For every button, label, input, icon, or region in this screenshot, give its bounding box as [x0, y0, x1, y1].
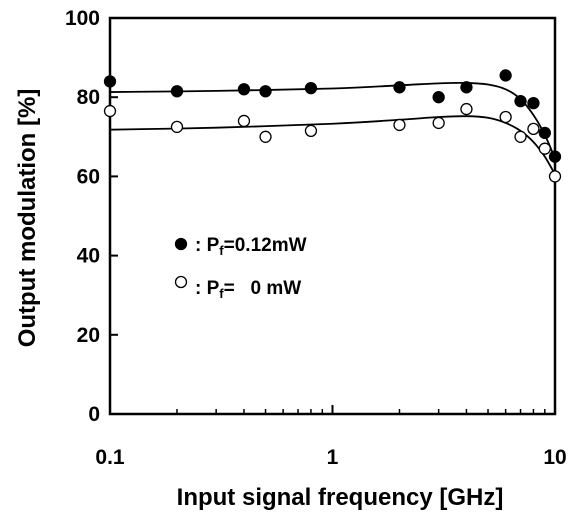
legend-item-2: : Pf= 0 mW [174, 275, 301, 301]
data-point-open [460, 102, 473, 116]
y-tick-label: 20 [77, 324, 100, 347]
plot-frame [108, 16, 557, 416]
data-point-filled [548, 150, 562, 163]
x-axis: 0.1 1 10 [95, 405, 567, 469]
legend-item-1: : Pf=0.12mW [174, 235, 307, 258]
data-point-filled [259, 85, 272, 98]
data-point-open [538, 142, 551, 155]
x-tick-label: 1 [327, 446, 339, 469]
legend-marker-filled [174, 237, 188, 251]
data-point-filled [103, 75, 117, 88]
data-point-filled [170, 85, 184, 98]
y-axis: 0 20 40 60 80 100 [65, 7, 118, 426]
y-tick-label: 60 [77, 165, 100, 188]
data-point-filled [237, 83, 251, 96]
data-point-open [393, 118, 406, 132]
data-point-filled [538, 126, 551, 139]
legend-marker-open [174, 275, 188, 289]
y-tick-label: 40 [77, 245, 100, 268]
data-point-open [237, 114, 251, 128]
x-tick-label: 0.1 [95, 446, 125, 469]
data-point-filled [304, 81, 318, 95]
y-tick-label: 100 [65, 7, 100, 30]
y-tick-label: 80 [77, 86, 100, 109]
data-point-open [432, 116, 445, 130]
y-axis-title: Output modulation [%] [14, 89, 41, 348]
data-point-filled [432, 91, 445, 104]
data-point-filled [460, 81, 473, 94]
data-point-open [170, 120, 184, 134]
data-markers [103, 69, 562, 183]
data-point-open [259, 130, 272, 143]
data-point-open [514, 130, 527, 143]
plot-area [108, 16, 557, 416]
legend-label-2: : Pf= 0 mW [195, 278, 301, 301]
x-tick-label: 10 [543, 446, 566, 469]
data-point-open [103, 104, 117, 118]
data-point-filled [514, 95, 527, 108]
data-point-filled [499, 69, 512, 82]
y-tick-label: 0 [88, 403, 100, 426]
data-point-filled [393, 81, 406, 94]
data-point-open [304, 124, 318, 138]
data-point-open [548, 170, 562, 183]
data-point-open [499, 110, 512, 124]
fit-line-series-2 [109, 115, 556, 175]
data-point-open [527, 122, 540, 136]
legend: : Pf=0.12mW : Pf= 0 mW [174, 235, 307, 301]
data-point-filled [527, 96, 540, 110]
legend-label-1: : Pf=0.12mW [195, 235, 307, 258]
x-axis-title: Input signal frequency [GHz] [177, 484, 504, 511]
